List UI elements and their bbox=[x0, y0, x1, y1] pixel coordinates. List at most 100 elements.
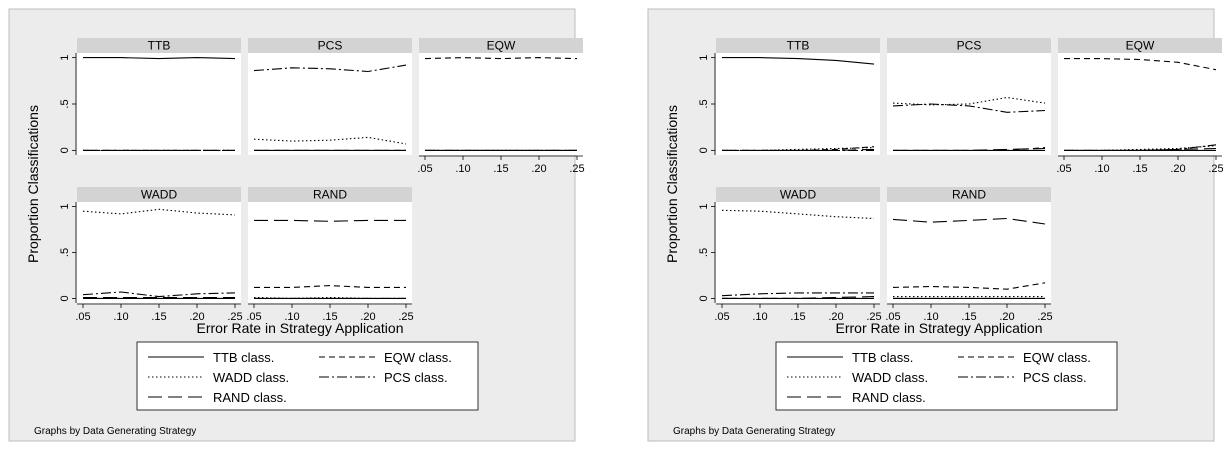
series-line-eqw bbox=[892, 282, 1046, 290]
series-line-rand bbox=[722, 148, 875, 151]
panel-strip bbox=[77, 187, 241, 202]
plot-area bbox=[716, 202, 880, 303]
panel-strip bbox=[716, 38, 880, 53]
y-tick-label: 0 bbox=[698, 147, 710, 153]
chart-1: TTB 0 .5 1 PCS EQW .05 .10 .15 .20 .25 WADD 0 .5 1 .05.… bbox=[8, 8, 585, 442]
x-tick-label: .20 bbox=[189, 311, 204, 323]
panel-strip bbox=[419, 38, 583, 53]
legend: TTB class. EQW class. WADD class. PCS class… bbox=[775, 341, 1118, 411]
panel-strip bbox=[887, 38, 1051, 53]
panel-strip bbox=[77, 38, 241, 53]
legend-box bbox=[136, 341, 479, 411]
plot-area bbox=[1058, 53, 1222, 155]
panel-title: WADD bbox=[141, 188, 178, 202]
x-tick-label: .25 bbox=[866, 311, 881, 323]
x-tick-label: .20 bbox=[999, 311, 1014, 323]
panel-ttb: TTB 0 .5 1 bbox=[698, 38, 880, 155]
x-tick-label: .15 bbox=[790, 311, 805, 323]
y-tick-label: .5 bbox=[698, 248, 710, 257]
x-tick-label: .05 bbox=[417, 163, 432, 175]
panel-wadd: WADD 0 .5 1 .05 .10 .15 .20 .25 bbox=[698, 187, 882, 323]
x-tick-label: .10 bbox=[923, 311, 938, 323]
series-line-wadd bbox=[253, 136, 407, 145]
series-line-pcs bbox=[892, 103, 1046, 113]
panel-ttb: TTB 0 .5 1 bbox=[59, 38, 241, 155]
series-line-rand bbox=[254, 219, 406, 222]
series-line-eqw bbox=[424, 57, 578, 60]
panel-title: TTB bbox=[787, 39, 810, 53]
x-axis-title: Error Rate in Strategy Application bbox=[197, 320, 404, 336]
panel-strip bbox=[716, 187, 880, 202]
x-tick-label: .10 bbox=[284, 311, 299, 323]
plot-area bbox=[248, 202, 412, 303]
y-tick-label: 0 bbox=[59, 295, 71, 301]
panel-title: PCS bbox=[957, 39, 982, 53]
plot-area bbox=[248, 53, 412, 155]
x-tick-label: .15 bbox=[1132, 163, 1147, 175]
legend-label: PCS class. bbox=[384, 370, 448, 385]
x-tick-label: .15 bbox=[961, 311, 976, 323]
plot-area bbox=[419, 53, 583, 155]
y-tick-label: 1 bbox=[59, 55, 71, 61]
panel-rand: RAND .05 .10 .15 .20 .25 bbox=[885, 187, 1053, 323]
x-tick-label: .25 bbox=[398, 311, 413, 323]
x-tick-label: .15 bbox=[151, 311, 166, 323]
x-tick-label: .25 bbox=[227, 311, 242, 323]
x-tick-label: .10 bbox=[752, 311, 767, 323]
series-line-ttb bbox=[83, 57, 236, 60]
panel-title: WADD bbox=[780, 188, 817, 202]
x-tick-label: .25 bbox=[1208, 163, 1223, 175]
y-axis-title: Proportion Classifications bbox=[664, 105, 680, 263]
series-line-eqw bbox=[1064, 58, 1217, 71]
legend-label: RAND class. bbox=[852, 390, 926, 405]
x-tick-label: .05 bbox=[885, 311, 900, 323]
series-line-rand bbox=[892, 217, 1046, 225]
y-tick-label: 1 bbox=[698, 55, 710, 61]
panel-wadd: WADD 0 .5 1 .05 .10 .15 .20 .25 bbox=[59, 187, 243, 323]
panel-strip bbox=[1058, 38, 1222, 53]
legend-label: PCS class. bbox=[1023, 370, 1087, 385]
y-tick-label: 1 bbox=[698, 204, 710, 210]
x-tick-label: .20 bbox=[1170, 163, 1185, 175]
y-tick-label: .5 bbox=[698, 99, 710, 108]
panel-eqw: EQW .05 .10 .15 .20 .25 bbox=[417, 38, 585, 175]
legend-label: TTB class. bbox=[852, 350, 913, 365]
series-line-pcs bbox=[253, 64, 407, 73]
y-tick-label: 0 bbox=[698, 295, 710, 301]
x-tick-label: .10 bbox=[455, 163, 470, 175]
x-tick-label: .20 bbox=[531, 163, 546, 175]
series-line-wadd bbox=[82, 208, 236, 216]
chart-2: TTB 0 .5 1 PCS EQW .05 .10 .15 .20 .25 WADD 0 .5 1 .05.… bbox=[647, 8, 1223, 442]
x-tick-label: .25 bbox=[569, 163, 584, 175]
panel-title: TTB bbox=[148, 39, 171, 53]
panel-strip bbox=[248, 187, 412, 202]
panel-rand: RAND .05 .10 .15 .20 .25 bbox=[246, 187, 414, 323]
legend-label: WADD class. bbox=[852, 370, 928, 385]
x-tick-label: .15 bbox=[322, 311, 337, 323]
panel-title: RAND bbox=[313, 188, 347, 202]
by-note: Graphs by Data Generating Strategy bbox=[673, 426, 835, 437]
series-line-rand bbox=[722, 296, 875, 299]
plot-area bbox=[77, 202, 241, 303]
y-axis-title: Proportion Classifications bbox=[25, 105, 41, 263]
series-line-pcs bbox=[721, 292, 874, 297]
x-tick-label: .15 bbox=[493, 163, 508, 175]
x-tick-label: .10 bbox=[113, 311, 128, 323]
panel-pcs: PCS bbox=[887, 38, 1051, 155]
series-line-eqw bbox=[254, 285, 406, 288]
panel-strip bbox=[248, 38, 412, 53]
series-line-wadd bbox=[721, 209, 875, 220]
legend-label: RAND class. bbox=[213, 390, 287, 405]
x-tick-label: .25 bbox=[1037, 311, 1052, 323]
legend-label: EQW class. bbox=[384, 350, 452, 365]
series-line-ttb bbox=[722, 57, 875, 65]
series-line-rand bbox=[1064, 147, 1217, 151]
legend-label: WADD class. bbox=[213, 370, 289, 385]
y-tick-label: 1 bbox=[59, 204, 71, 210]
series-line-pcs bbox=[82, 291, 236, 298]
x-tick-label: .05 bbox=[1056, 163, 1071, 175]
legend: TTB class. EQW class. WADD class. PCS class… bbox=[136, 341, 479, 411]
x-axis-title: Error Rate in Strategy Application bbox=[836, 320, 1043, 336]
